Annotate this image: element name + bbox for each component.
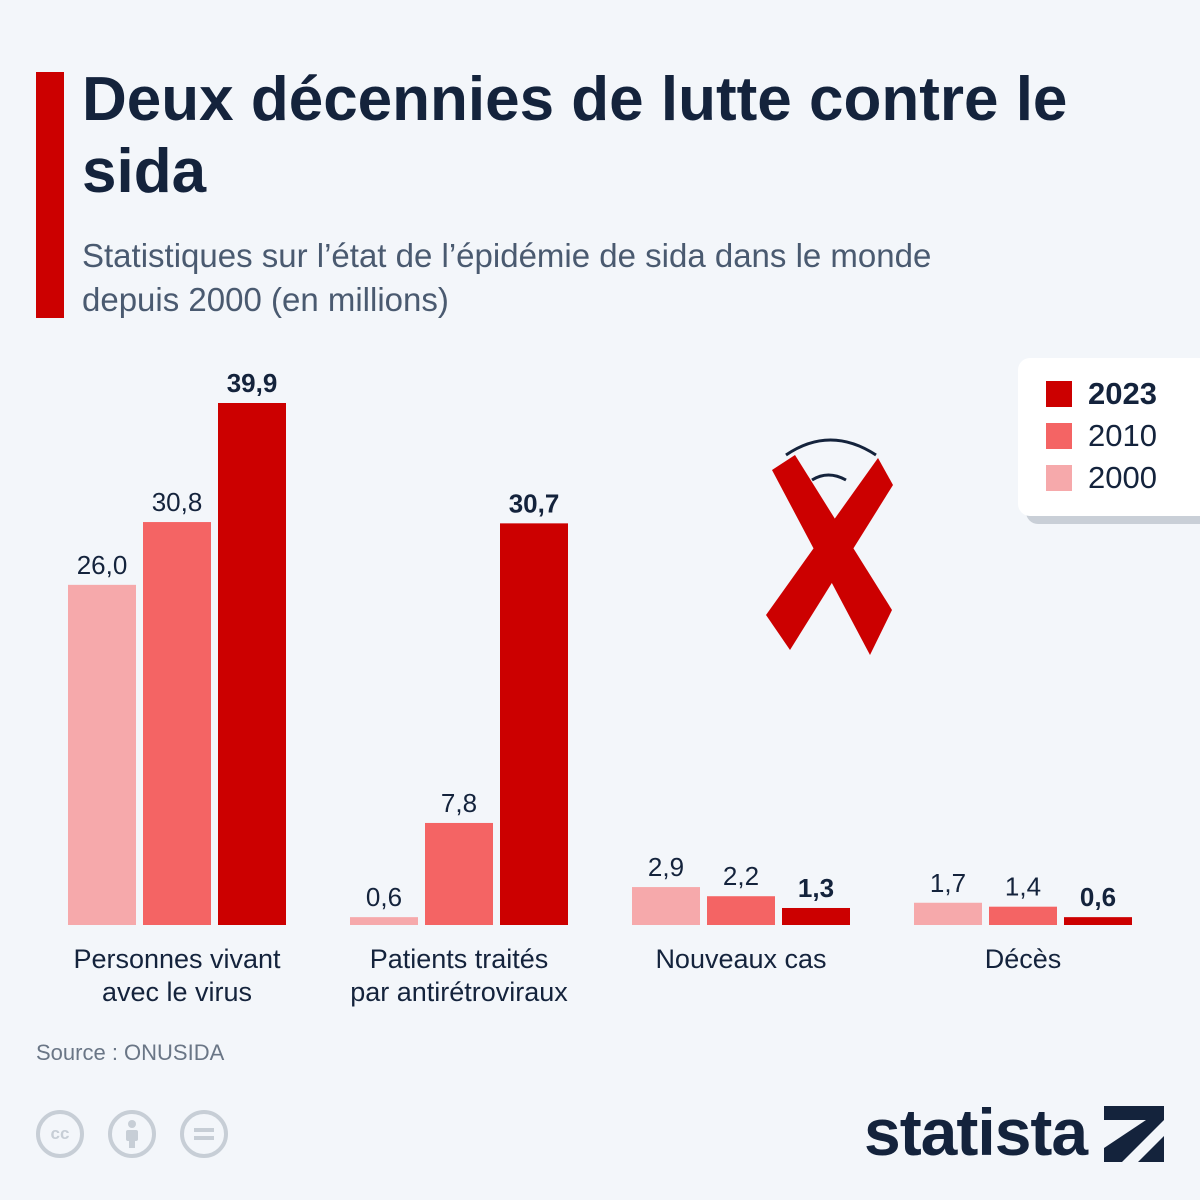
attribution-icon[interactable] xyxy=(108,1110,156,1158)
legend-item-2023: 2023 xyxy=(1046,374,1157,414)
bar-2000-0 xyxy=(68,584,136,925)
data-label-2000-2: 2,9 xyxy=(648,852,684,882)
category-label-3-0: Décès xyxy=(985,944,1062,974)
legend-label-2010: 2010 xyxy=(1088,418,1157,453)
bar-2000-2 xyxy=(632,887,700,925)
cc-icon-text: cc xyxy=(50,1124,70,1143)
statista-logo[interactable]: statista xyxy=(864,1095,1088,1169)
equals-icon xyxy=(194,1128,214,1140)
data-label-2023-0: 39,9 xyxy=(227,368,278,398)
data-label-2010-1: 7,8 xyxy=(441,788,477,818)
bar-2023-3 xyxy=(1064,917,1132,925)
legend-swatch-2010 xyxy=(1046,423,1072,449)
title-accent-bar xyxy=(36,72,64,318)
data-label-2023-2: 1,3 xyxy=(798,873,834,903)
legend-item-2000: 2000 xyxy=(1046,458,1157,498)
cc-icon[interactable]: cc xyxy=(36,1110,84,1158)
bar-2023-2 xyxy=(782,907,850,925)
category-label-0-0: Personnes vivant xyxy=(73,944,281,974)
source-note: Source : ONUSIDA xyxy=(36,1040,225,1065)
bar-2010-2 xyxy=(707,896,775,925)
data-label-2010-3: 1,4 xyxy=(1005,872,1041,902)
bar-2010-3 xyxy=(989,906,1057,925)
data-label-2023-1: 30,7 xyxy=(509,488,560,518)
data-label-2000-1: 0,6 xyxy=(366,882,402,912)
data-label-2000-0: 26,0 xyxy=(77,550,128,580)
page-title: Deux décennies de lutte contre le sida xyxy=(82,65,1068,206)
awareness-ribbon-icon xyxy=(766,438,893,655)
bar-2000-1 xyxy=(350,917,418,925)
category-label-1-0: Patients traités xyxy=(370,944,549,974)
no-derivatives-icon[interactable] xyxy=(180,1110,228,1158)
data-label-2000-3: 1,7 xyxy=(930,868,966,898)
legend-label-2023: 2023 xyxy=(1088,376,1157,411)
data-label-2010-2: 2,2 xyxy=(723,861,759,891)
category-label-0-1: avec le virus xyxy=(102,977,252,1007)
legend-label-2000: 2000 xyxy=(1088,460,1157,495)
category-label-2-0: Nouveaux cas xyxy=(655,944,826,974)
legend-swatch-2000 xyxy=(1046,465,1072,491)
bar-2000-3 xyxy=(914,902,982,925)
page-subtitle: Statistiques sur l’état de l’épidémie de… xyxy=(82,237,932,318)
data-label-2010-0: 30,8 xyxy=(152,487,203,517)
bar-2010-0 xyxy=(143,522,211,925)
data-label-2023-3: 0,6 xyxy=(1080,882,1116,912)
bar-2023-0 xyxy=(218,403,286,925)
bar-2010-1 xyxy=(425,822,493,925)
statista-mark-icon xyxy=(1104,1106,1164,1162)
bar-2023-1 xyxy=(500,523,568,925)
person-icon xyxy=(126,1120,138,1148)
legend: 2023 2010 2000 xyxy=(1018,358,1200,516)
category-label-1-1: par antirétroviraux xyxy=(350,977,568,1007)
legend-item-2010: 2010 xyxy=(1046,416,1157,456)
legend-swatch-2023 xyxy=(1046,381,1072,407)
